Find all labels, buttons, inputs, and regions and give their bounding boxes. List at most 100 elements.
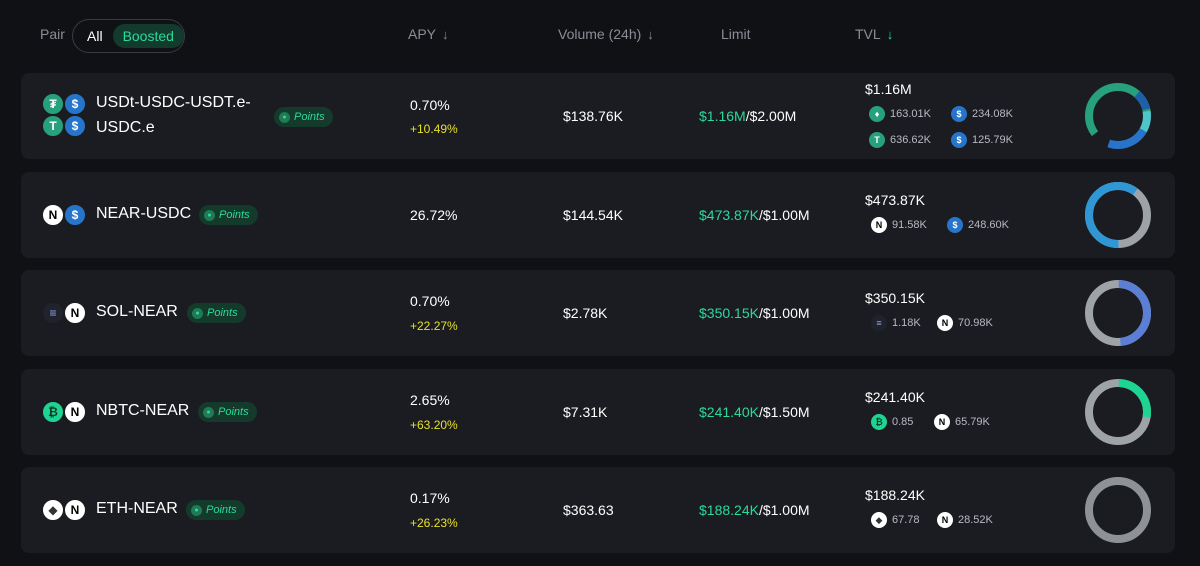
token-amount: ₿ 0.85 bbox=[871, 414, 913, 430]
token-amount: ◆ 67.78 bbox=[871, 512, 920, 528]
points-badge[interactable]: ● Points bbox=[186, 500, 245, 520]
apy-boost-value: +10.49% bbox=[410, 122, 458, 136]
apy-boost-value: +26.23% bbox=[410, 516, 458, 530]
token-amount: ♦ 163.01K bbox=[869, 106, 931, 122]
tvl-value: $241.40K bbox=[865, 389, 925, 405]
tvl-composition-donut bbox=[1085, 379, 1151, 445]
limit-header-label: Limit bbox=[721, 26, 751, 42]
apy-boost-value: +22.27% bbox=[410, 319, 458, 333]
limit-column-header: Limit bbox=[721, 26, 751, 42]
pool-filter-toggle[interactable]: All Boosted bbox=[72, 19, 185, 53]
token-amount: $ 234.08K bbox=[951, 106, 1013, 122]
apy-column-header[interactable]: APY ↓ bbox=[408, 26, 449, 42]
token-amount: N 70.98K bbox=[937, 315, 993, 331]
points-icon: ● bbox=[191, 504, 202, 516]
filter-all-button[interactable]: All bbox=[87, 28, 103, 44]
pair-icons: ₿ N bbox=[41, 397, 89, 427]
near-icon: N bbox=[937, 512, 953, 528]
tvl-composition-donut bbox=[1085, 477, 1151, 543]
donut-segment-nbtc bbox=[1085, 379, 1151, 445]
usdc-e-icon: $ bbox=[63, 114, 87, 138]
donut-segment-usdt-e bbox=[1085, 83, 1151, 149]
volume-column-header[interactable]: Volume (24h) ↓ bbox=[558, 26, 654, 42]
tvl-composition-donut bbox=[1085, 83, 1151, 149]
points-badge[interactable]: ● Points bbox=[198, 402, 257, 422]
near-icon: N bbox=[63, 400, 87, 424]
token-amount-text: 248.60K bbox=[968, 219, 1009, 231]
volume-value: $144.54K bbox=[563, 207, 623, 223]
near-icon: N bbox=[63, 498, 87, 522]
pair-icons: ◆ N bbox=[41, 495, 89, 525]
near-icon: N bbox=[41, 203, 65, 227]
pair-icons: N $ bbox=[41, 200, 89, 230]
token-amount-text: 91.58K bbox=[892, 219, 927, 231]
limit-used: $350.15K bbox=[699, 305, 759, 321]
token-amount-text: 0.85 bbox=[892, 416, 914, 428]
limit-value: $241.40K/$1.50M bbox=[699, 404, 810, 420]
limit-value: $473.87K/$1.00M bbox=[699, 207, 810, 223]
pool-row-sol-near[interactable]: ≡ N SOL-NEAR ● Points 0.70% +22.27% $2.7… bbox=[21, 270, 1175, 356]
volume-value: $138.76K bbox=[563, 108, 623, 124]
donut-track bbox=[1085, 477, 1151, 543]
pair-column-header: Pair bbox=[40, 26, 65, 42]
pair-name-line1: USDt-USDC-USDT.e- bbox=[96, 94, 251, 111]
limit-max: /$1.00M bbox=[758, 305, 810, 321]
tvl-column-header[interactable]: TVL ↓ bbox=[855, 26, 893, 42]
usdc-e-icon: $ bbox=[951, 132, 967, 148]
usdc-icon: $ bbox=[947, 217, 963, 233]
token-amount: N 91.58K bbox=[871, 217, 927, 233]
tvl-value: $1.16M bbox=[865, 81, 912, 97]
tvl-composition-donut bbox=[1085, 182, 1151, 248]
volume-value: $363.63 bbox=[563, 502, 614, 518]
volume-sort-icon[interactable]: ↓ bbox=[647, 26, 654, 42]
table-header: Pair All Boosted APY ↓ Volume (24h) ↓ Li… bbox=[0, 0, 1200, 70]
limit-used: $1.16M bbox=[699, 108, 746, 124]
token-amount-text: 65.79K bbox=[955, 416, 990, 428]
points-label: Points bbox=[294, 111, 325, 123]
eth-icon: ◆ bbox=[871, 512, 887, 528]
pool-row-near-usdc[interactable]: N $ NEAR-USDC ● Points 26.72% $144.54K $… bbox=[21, 172, 1175, 258]
pair-name: NEAR-USDC bbox=[96, 205, 192, 222]
points-icon: ● bbox=[279, 111, 290, 123]
token-amount-text: 636.62K bbox=[890, 134, 931, 146]
apy-value: 26.72% bbox=[410, 207, 458, 223]
points-icon: ● bbox=[192, 307, 203, 319]
points-label: Points bbox=[218, 406, 249, 418]
token-amount: $ 125.79K bbox=[951, 132, 1013, 148]
token-amount-text: 234.08K bbox=[972, 108, 1013, 120]
token-amount-text: 125.79K bbox=[972, 134, 1013, 146]
token-amount-text: 1.18K bbox=[892, 317, 921, 329]
points-badge[interactable]: ● Points bbox=[274, 107, 333, 127]
pool-row-nbtc-near[interactable]: ₿ N NBTC-NEAR ● Points 2.65% +63.20% $7.… bbox=[21, 369, 1175, 455]
points-badge[interactable]: ● Points bbox=[187, 303, 246, 323]
pool-row-eth-near[interactable]: ◆ N ETH-NEAR ● Points 0.17% +26.23% $363… bbox=[21, 467, 1175, 553]
donut-segment-sol bbox=[1085, 280, 1151, 346]
filter-boosted-button[interactable]: Boosted bbox=[112, 24, 184, 48]
pair-name: ETH-NEAR bbox=[96, 500, 178, 517]
usdc-icon: $ bbox=[951, 106, 967, 122]
sol-icon: ≡ bbox=[41, 301, 65, 325]
near-icon: N bbox=[871, 217, 887, 233]
near-icon: N bbox=[934, 414, 950, 430]
nbtc-icon: ₿ bbox=[871, 414, 887, 430]
pool-row-usdt-usdc[interactable]: ₮ $ T $ USDt-USDC-USDT.e- USDC.e ● Point… bbox=[21, 73, 1175, 159]
near-icon: N bbox=[937, 315, 953, 331]
volume-value: $2.78K bbox=[563, 305, 608, 321]
pair-icons: ₮ $ T $ bbox=[41, 92, 89, 140]
token-amount-text: 163.01K bbox=[890, 108, 931, 120]
volume-header-label: Volume (24h) bbox=[558, 26, 642, 42]
volume-value: $7.31K bbox=[563, 404, 608, 420]
usdt-icon: T bbox=[41, 114, 65, 138]
near-icon: N bbox=[63, 301, 87, 325]
donut-segment-usdc bbox=[1085, 182, 1151, 248]
tvl-sort-icon[interactable]: ↓ bbox=[886, 26, 894, 42]
usdt-icon: T bbox=[869, 132, 885, 148]
apy-sort-icon[interactable]: ↓ bbox=[442, 26, 449, 42]
apy-value: 2.65% bbox=[410, 392, 450, 408]
tvl-header-label: TVL bbox=[855, 26, 881, 42]
tvl-value: $188.24K bbox=[865, 487, 925, 503]
nbtc-icon: ₿ bbox=[41, 400, 65, 424]
points-badge[interactable]: ● Points bbox=[199, 205, 258, 225]
tvl-value: $350.15K bbox=[865, 290, 925, 306]
token-amount-text: 67.78 bbox=[892, 514, 920, 526]
